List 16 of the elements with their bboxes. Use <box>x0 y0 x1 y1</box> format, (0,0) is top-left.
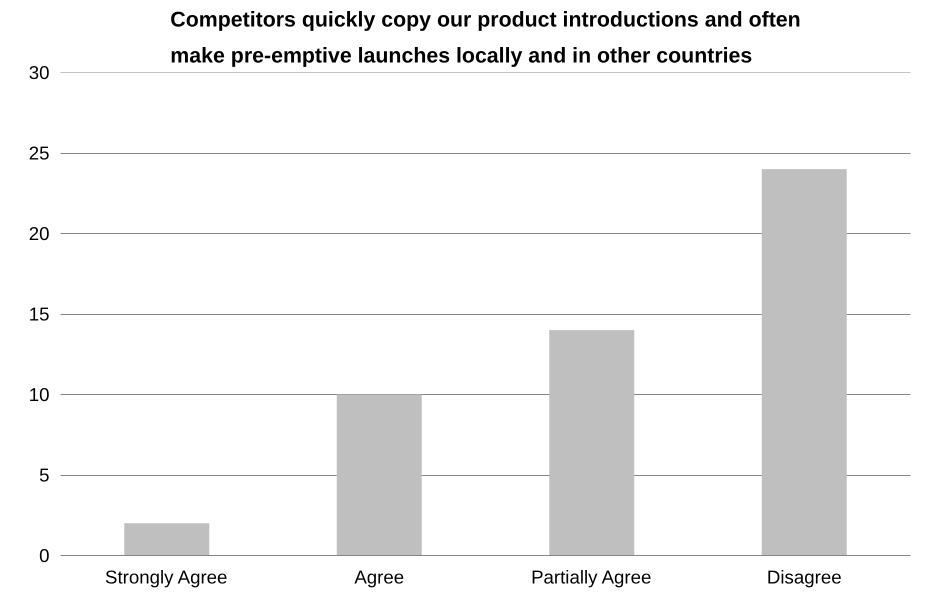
x-tick-label: Strongly Agree <box>105 566 228 588</box>
y-tick-label: 10 <box>28 384 50 405</box>
y-tick-label: 15 <box>28 304 50 324</box>
x-tick-label: Agree <box>354 566 404 588</box>
y-tick-label: 0 <box>39 545 50 566</box>
bar <box>549 330 634 556</box>
x-tick-label: Disagree <box>766 566 842 588</box>
bar <box>336 394 422 556</box>
bar <box>762 169 847 556</box>
y-tick-label: 5 <box>39 464 50 486</box>
chart-title: Competitors quickly copy our product introductions and often make pre-emptive launches locally and in other countries <box>170 8 801 68</box>
bar <box>124 523 210 556</box>
y-tick-label: 20 <box>28 223 50 244</box>
y-tick-label: 30 <box>28 62 50 83</box>
x-tick-label: Partially Agree <box>531 566 652 588</box>
y-tick-label: 25 <box>28 142 50 164</box>
